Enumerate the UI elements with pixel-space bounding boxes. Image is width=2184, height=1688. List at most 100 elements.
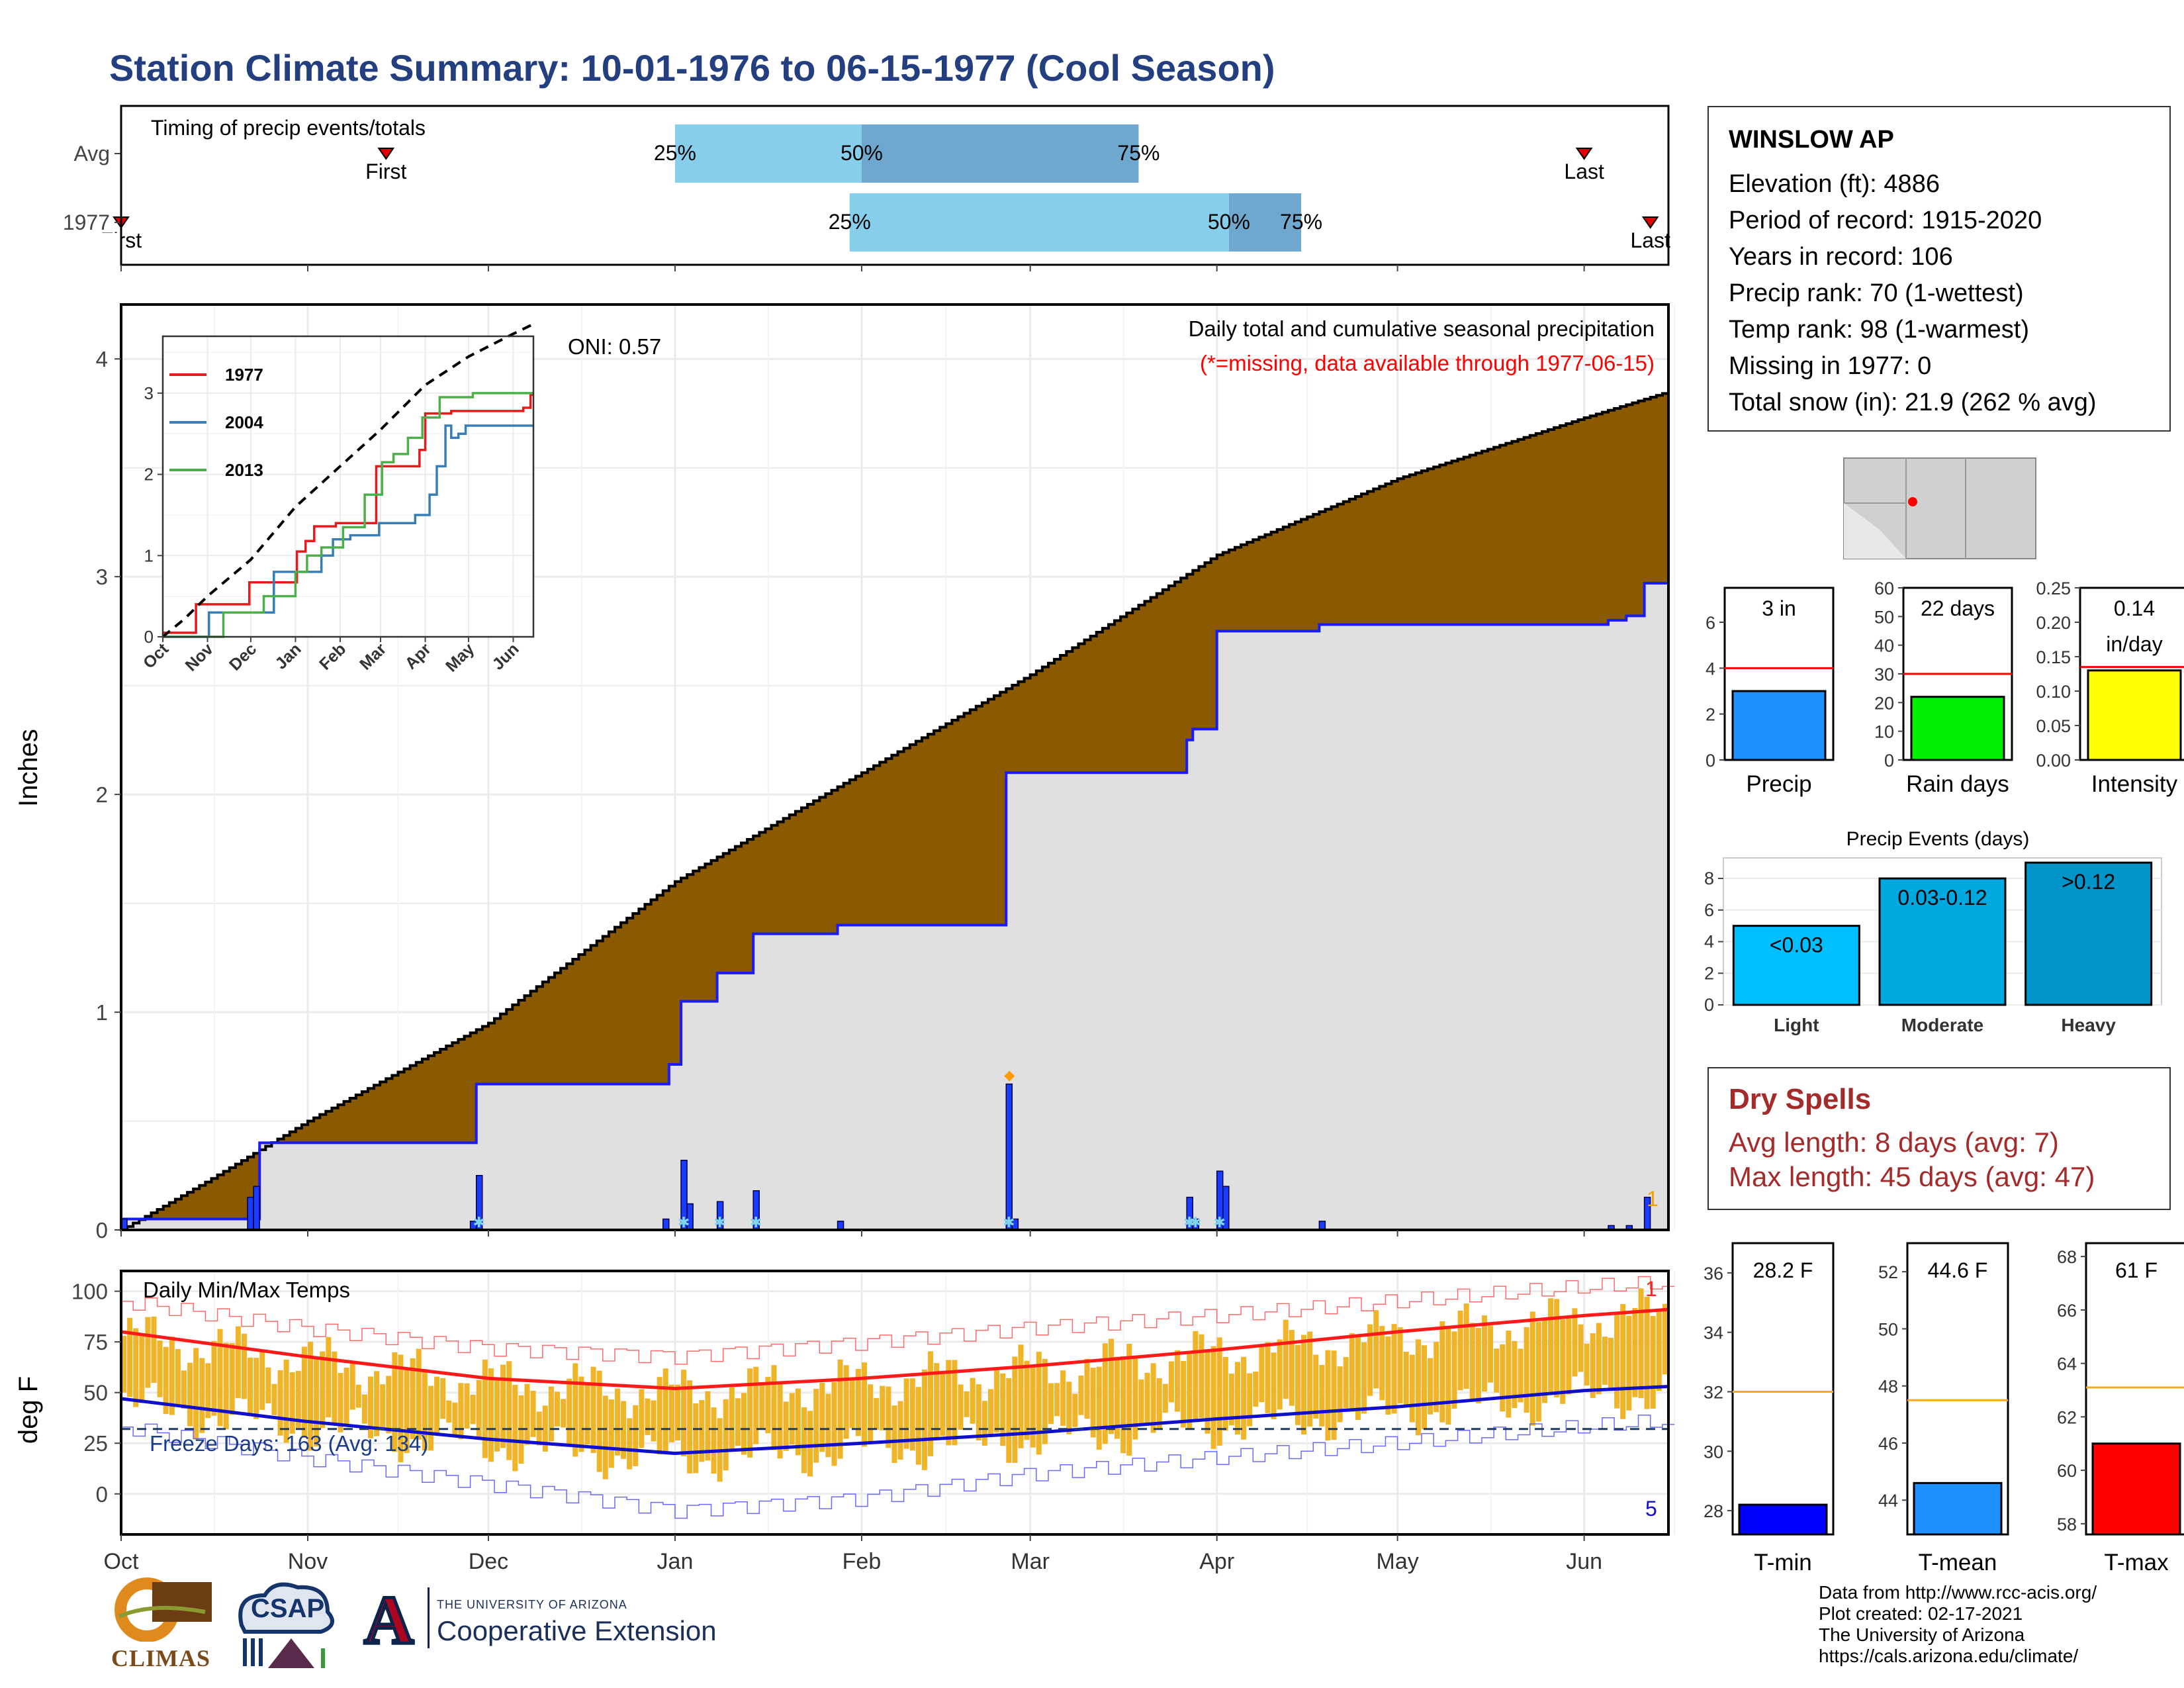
daily-temp-bar xyxy=(1331,1350,1337,1440)
daily-temp-bar xyxy=(1451,1331,1457,1409)
inset-xtick-label: Feb xyxy=(316,639,349,673)
credits: Data from http://www.rcc-acis.org/ Plot … xyxy=(1819,1582,2097,1667)
daily-temp-bar xyxy=(765,1376,771,1434)
daily-temp-bar xyxy=(314,1356,320,1447)
daily-temp-bar xyxy=(301,1346,307,1438)
daily-temp-bar xyxy=(1283,1319,1289,1399)
timing-panel: Timing of precip events/totals 25% 50% 75%… xyxy=(63,105,1670,271)
inset-line-2013 xyxy=(163,392,533,638)
timing-first-label: First xyxy=(365,160,406,183)
inset-xtick-label: May xyxy=(442,639,478,675)
daily-temp-bar xyxy=(1247,1373,1253,1427)
inset-legend-label: 1977 xyxy=(225,365,263,385)
timing-last-marker xyxy=(1575,148,1593,160)
credit-data-source: Data from http://www.rcc-acis.org/ xyxy=(1819,1582,2097,1603)
temp-xtick-label: Oct xyxy=(104,1549,139,1574)
inset-legend-label: 2013 xyxy=(225,460,263,480)
precip-ytick-label: 2 xyxy=(96,782,108,807)
inset-xtick-label: Apr xyxy=(402,639,435,673)
temp-summary-ytick-label: 48 xyxy=(1878,1377,1898,1397)
daily-temp-bar xyxy=(1572,1308,1578,1377)
daily-temp-bar xyxy=(1409,1354,1415,1423)
record-low-count: 5 xyxy=(1645,1497,1657,1521)
precip-record-count: 1 xyxy=(1647,1187,1659,1211)
daily-temp-bar xyxy=(530,1391,536,1437)
daily-temp-bar xyxy=(1265,1342,1271,1413)
daily-temp-bar xyxy=(693,1403,699,1474)
temp-summary-value-label: 28.2 F xyxy=(1753,1258,1813,1282)
daily-temp-bar xyxy=(1018,1344,1024,1448)
daily-temp-bar xyxy=(627,1418,633,1470)
daily-temp-bar xyxy=(596,1370,602,1472)
daily-temp-bar xyxy=(1560,1319,1566,1404)
precip-summary-ytick-label: 40 xyxy=(1874,636,1894,656)
timing-box-lower-1977 xyxy=(849,193,1229,252)
daily-temp-bar xyxy=(458,1383,464,1440)
freeze-days-label: Freeze Days: 163 (Avg: 134) xyxy=(150,1431,428,1456)
precip-summary-ytick-label: 20 xyxy=(1874,693,1894,713)
snow-marker: ✱ xyxy=(1003,1214,1015,1231)
daily-temp-bar xyxy=(1656,1309,1662,1391)
precip-summary-value-label: 22 days xyxy=(1921,596,1995,620)
daily-temp-bar xyxy=(729,1387,735,1452)
daily-temp-bar xyxy=(1066,1382,1072,1434)
snow-marker: ✱ xyxy=(1183,1214,1195,1231)
credit-university: The University of Arizona xyxy=(1819,1624,2025,1645)
daily-temp-bar xyxy=(1361,1342,1367,1414)
daily-temp-bar xyxy=(970,1378,976,1424)
daily-temp-bar xyxy=(265,1367,271,1403)
daily-temp-bar xyxy=(374,1371,380,1436)
timing-box-lower-Avg xyxy=(674,124,862,183)
temp-summary-bar xyxy=(1738,1503,1828,1536)
daily-temp-bar xyxy=(1662,1303,1668,1375)
avg-tmin-line xyxy=(120,1385,1669,1456)
precip-summary-bar xyxy=(1731,690,1827,761)
inset-background xyxy=(163,336,533,637)
temp-summary-name: T-min xyxy=(1754,1550,1812,1575)
temp-summary-ytick-label: 66 xyxy=(2057,1301,2077,1321)
daily-temp-bar xyxy=(759,1382,765,1430)
daily-temp-bar xyxy=(1445,1327,1451,1425)
record-min-line xyxy=(121,1414,1675,1519)
daily-temp-bar xyxy=(1506,1330,1512,1418)
daily-temp-bar xyxy=(1554,1299,1560,1397)
daily-temp-bar xyxy=(145,1317,151,1388)
daily-temp-bar xyxy=(994,1368,1000,1433)
daily-temp-bar xyxy=(416,1348,422,1440)
daily-temp-bar xyxy=(1439,1321,1445,1423)
precip-summary-ytick-label: 0.10 xyxy=(2036,682,2071,702)
daily-temp-bar xyxy=(668,1384,674,1442)
temp-xtick-label: Jun xyxy=(1566,1549,1602,1574)
daily-temp-bar xyxy=(681,1370,687,1457)
temp-summary-ytick-label: 30 xyxy=(1704,1442,1723,1462)
daily-temp-bar xyxy=(1349,1333,1355,1412)
daily-temp-bar xyxy=(1126,1343,1132,1456)
daily-temp-bar xyxy=(789,1393,795,1445)
events-ytick-label: 4 xyxy=(1704,932,1714,952)
daily-temp-bar xyxy=(825,1393,831,1458)
daily-temp-bar xyxy=(741,1393,747,1455)
daily-temp-bar xyxy=(1650,1315,1656,1409)
daily-temp-bar xyxy=(1210,1346,1216,1449)
precip-summary-ytick-label: 0.20 xyxy=(2036,613,2071,633)
daily-temp-bar xyxy=(392,1352,398,1452)
temp-xtick-label: Jan xyxy=(657,1549,694,1574)
daily-temp-bar xyxy=(1000,1373,1006,1446)
daily-temp-bar xyxy=(1457,1310,1463,1391)
avg-tmax-line xyxy=(120,1307,1669,1391)
temp-summary-value-label: 61 F xyxy=(2115,1258,2158,1282)
timing-p50-label: 50% xyxy=(841,141,883,165)
daily-temp-bar xyxy=(1512,1340,1518,1409)
precip-subtitle: (*=missing, data available through 1977-… xyxy=(1200,351,1655,375)
daily-temp-bar xyxy=(1590,1333,1596,1398)
daily-temp-bar xyxy=(633,1405,639,1466)
daily-temp-bar xyxy=(1343,1356,1349,1409)
daily-temp-bar xyxy=(1494,1348,1500,1393)
timing-frame-top xyxy=(120,105,1670,266)
daily-temp-bar xyxy=(813,1389,819,1463)
daily-temp-bar xyxy=(1488,1325,1494,1383)
daily-temp-bar xyxy=(1367,1324,1373,1396)
daily-temp-bar xyxy=(1175,1350,1181,1412)
